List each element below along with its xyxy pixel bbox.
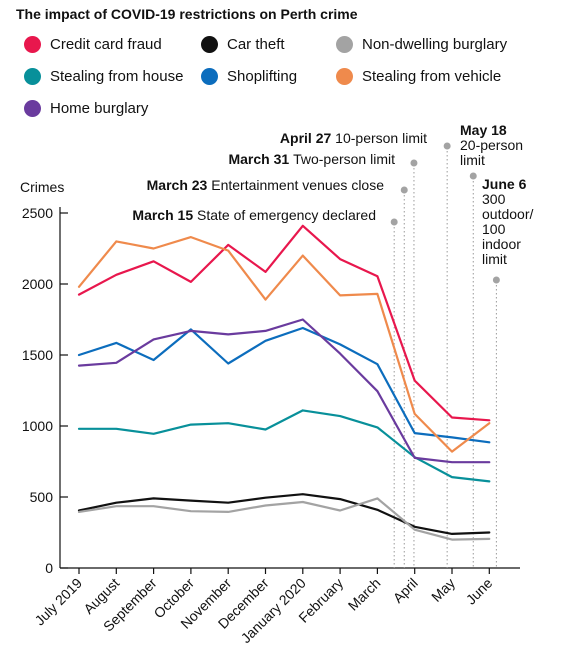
legend-item-stealing-from-house: Stealing from house [24,68,183,85]
legend-swatch [24,100,41,117]
x-tick-label: March [345,575,384,614]
y-tick-label: 1500 [22,347,53,363]
annotation-marker [443,142,451,150]
legend-swatch [201,36,218,53]
annotation-label: June 6 300 outdoor/100 indoor limit [482,176,533,267]
legend-swatch [201,68,218,85]
annotation-marker [492,276,500,284]
series-line-car-theft [77,493,491,536]
series-line-shoplifting [77,326,491,444]
legend-label: Credit card fraud [50,36,162,53]
legend-item-credit-card-fraud: Credit card fraud [24,36,162,53]
annotation-marker [469,172,477,180]
y-tick-label: 500 [30,489,54,505]
annotation-marker [410,159,418,167]
legend-swatch [24,68,41,85]
y-tick-label: 1000 [22,418,53,434]
series-line-stealing-from-vehicle [77,236,491,453]
series-line-home-burglary [77,318,491,464]
x-tick-label: June [463,575,496,608]
series-line-non-dwelling-burglary [77,497,491,541]
legend-label: Stealing from vehicle [362,68,502,85]
legend-label: Shoplifting [227,68,298,85]
x-tick-label: April [390,575,421,606]
series-line-stealing-from-house [77,409,491,483]
y-axis-label: Crimes [20,179,64,195]
y-tick-label: 0 [45,560,53,576]
legend-label: Stealing from house [50,68,184,85]
legend-item-shoplifting: Shoplifting [201,68,297,85]
legend-item-stealing-from-vehicle: Stealing from vehicle [336,68,501,85]
legend-item-home-burglary: Home burglary [24,100,148,117]
legend-swatch [336,36,353,53]
x-tick-label: July 2019 [31,575,85,629]
legend-label: Non-dwelling burglary [362,36,508,53]
legend-item-car-theft: Car theft [201,36,285,53]
legend-swatch [336,68,353,85]
x-tick-label: May [428,575,458,605]
chart-title: The impact of COVID-19 restrictions on P… [16,6,358,22]
legend-swatch [24,36,41,53]
annotation-label: March 31 Two-person limit [228,151,395,167]
legend-label: Home burglary [50,100,149,117]
series-line-credit-card-fraud [77,224,491,422]
annotation-label: March 15 State of emergency declared [132,207,376,223]
legend-item-non-dwelling-burglary: Non-dwelling burglary [336,36,507,53]
legend-label: Car theft [227,36,285,53]
annotation-marker [390,218,398,226]
annotation-label: May 18 20-person limit [460,122,523,168]
y-tick-label: 2500 [22,205,53,221]
annotation-marker [400,186,408,194]
y-tick-label: 2000 [22,276,53,292]
annotation-label: April 27 10-person limit [280,130,427,146]
annotation-label: March 23 Entertainment venues close [147,177,385,193]
